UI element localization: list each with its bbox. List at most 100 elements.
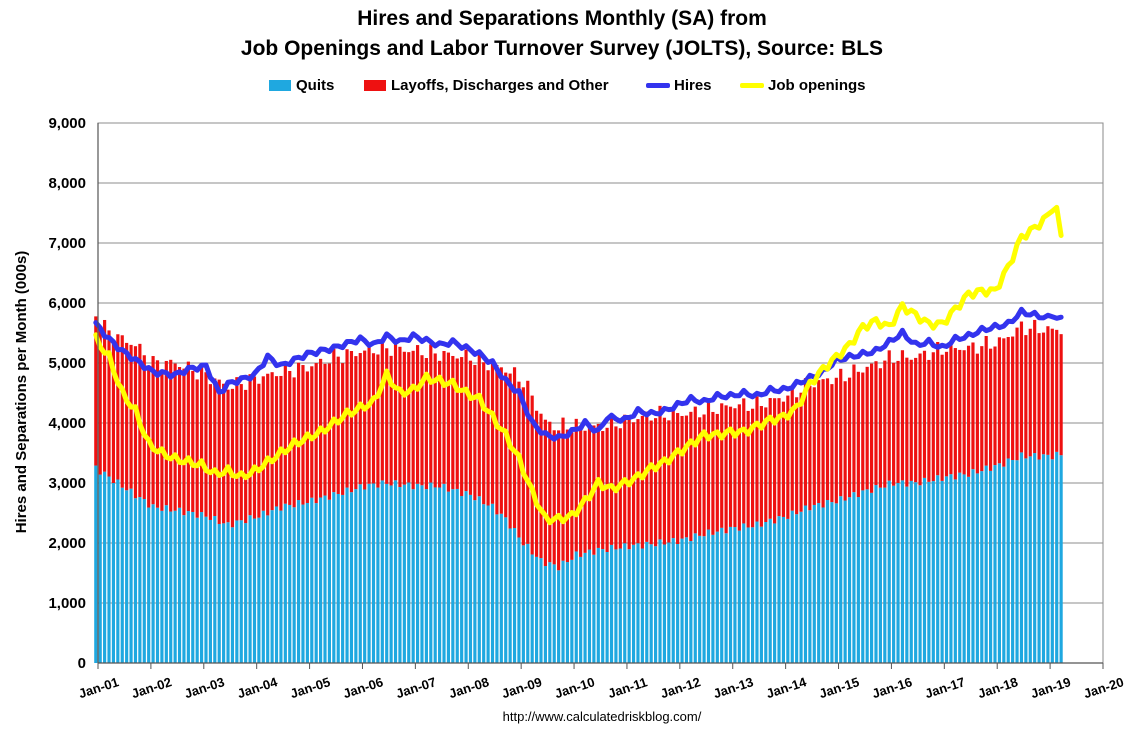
- bar-layoffs: [768, 398, 772, 519]
- bar-layoffs: [914, 357, 918, 483]
- bar-quits: [133, 498, 138, 663]
- bar-quits: [645, 541, 649, 663]
- bar-layoffs: [239, 384, 243, 521]
- bar-quits: [565, 562, 570, 663]
- bar-layoffs: [341, 363, 345, 495]
- bar-quits: [270, 510, 274, 663]
- x-tick-label: Jan-03: [182, 674, 226, 701]
- bar-layoffs: [847, 377, 852, 498]
- bar-layoffs: [931, 352, 935, 482]
- bar-layoffs: [649, 420, 653, 545]
- x-tick-label: Jan-10: [553, 674, 597, 701]
- bar-quits: [195, 517, 199, 663]
- bar-quits: [671, 538, 675, 663]
- series-lines: [93, 204, 1064, 526]
- bar-layoffs: [420, 355, 424, 486]
- bar-quits: [698, 535, 702, 663]
- bar-layoffs: [464, 349, 468, 492]
- legend-swatch-layoffs: [364, 80, 386, 91]
- bar-quits: [389, 485, 393, 663]
- bar-layoffs: [380, 340, 384, 481]
- bar-layoffs: [160, 370, 164, 511]
- bar-quits: [468, 494, 473, 663]
- bar-layoffs: [133, 346, 138, 499]
- bar-quits: [609, 544, 614, 663]
- bar-quits: [649, 544, 653, 663]
- bar-quits: [349, 492, 354, 663]
- bar-layoffs: [389, 355, 393, 486]
- bar-quits: [790, 510, 794, 663]
- bar-quits: [508, 528, 512, 663]
- bar-quits: [438, 487, 442, 663]
- bar-quits: [821, 507, 825, 663]
- bar-layoffs: [274, 376, 279, 507]
- bar-layoffs: [116, 334, 120, 480]
- bar-quits: [402, 484, 406, 663]
- bar-quits: [477, 496, 481, 663]
- bar-quits: [279, 510, 283, 663]
- bar-layoffs: [574, 418, 578, 552]
- y-tick-label: 8,000: [48, 175, 86, 192]
- bar-quits: [429, 482, 433, 663]
- legend-item-layoffs: Layoffs, Discharges and Other: [364, 77, 609, 94]
- bar-quits: [759, 526, 763, 663]
- bar-layoffs: [830, 384, 834, 503]
- bar-layoffs: [803, 378, 808, 506]
- bar-layoffs: [354, 356, 358, 490]
- gridlines: [97, 122, 1104, 664]
- bar-quits: [552, 564, 556, 663]
- bar-layoffs: [971, 342, 975, 470]
- bar-quits: [354, 489, 358, 663]
- bar-layoffs: [750, 408, 755, 528]
- bar-quits: [808, 510, 812, 663]
- y-tick-label: 2,000: [48, 535, 86, 552]
- x-tick-label: Jan-04: [235, 674, 280, 701]
- y-tick-label: 1,000: [48, 595, 86, 612]
- bar-quits: [310, 497, 314, 663]
- bar-quits: [768, 518, 772, 663]
- bar-quits: [530, 554, 534, 663]
- bar-quits: [274, 506, 279, 663]
- bar-layoffs: [587, 426, 592, 550]
- chart-subtitle: Job Openings and Labor Turnover Survey (…: [240, 37, 884, 60]
- bar-quits: [107, 476, 111, 663]
- bar-quits: [486, 505, 490, 663]
- bar-quits: [715, 531, 719, 663]
- bar-quits: [257, 517, 261, 663]
- x-tick-label: Jan-14: [764, 674, 809, 701]
- bar-quits: [869, 492, 874, 663]
- bar-quits: [411, 489, 415, 663]
- bar-layoffs: [358, 353, 362, 485]
- y-tick-label: 5,000: [48, 355, 86, 372]
- bar-layoffs: [129, 344, 133, 489]
- bar-quits: [587, 549, 592, 663]
- x-tick-label: Jan-01: [77, 674, 121, 701]
- bar-layoffs: [526, 380, 530, 544]
- bar-quits: [755, 521, 759, 663]
- chart-title: Hires and Separations Monthly (SA) from: [357, 7, 767, 30]
- bar-quits: [1046, 454, 1050, 663]
- bar-layoffs: [671, 408, 675, 539]
- bar-layoffs: [724, 405, 728, 534]
- bar-layoffs: [125, 342, 129, 491]
- bar-quits: [385, 483, 389, 663]
- bar-quits: [940, 480, 944, 663]
- bar-quits: [464, 491, 468, 663]
- bar-layoffs: [596, 423, 600, 548]
- bar-layoffs: [808, 385, 812, 511]
- bar-layoffs: [468, 360, 473, 495]
- bar-quits: [1055, 451, 1059, 663]
- bar-layoffs: [429, 344, 433, 483]
- bar-quits: [116, 479, 120, 663]
- y-tick-label: 0: [78, 655, 86, 672]
- bar-layoffs: [310, 366, 314, 498]
- bar-quits: [142, 499, 146, 663]
- bar-quits: [261, 510, 265, 663]
- bar-layoffs: [1015, 327, 1019, 461]
- bar-quits: [226, 522, 230, 663]
- x-tick-label: Jan-17: [923, 674, 967, 701]
- bar-quits: [415, 483, 420, 663]
- bar-quits: [182, 515, 186, 663]
- bar-quits: [812, 504, 816, 663]
